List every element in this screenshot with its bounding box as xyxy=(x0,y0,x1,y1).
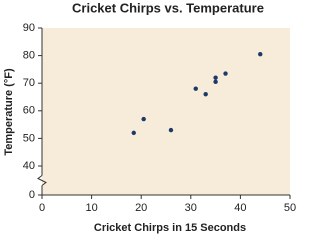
point xyxy=(141,116,146,122)
x-tick-label: 40 xyxy=(234,202,246,214)
chart-title: Cricket Chirps vs. Temperature xyxy=(72,0,264,15)
y-tick-label: 50 xyxy=(23,132,35,144)
x-tick-label: 20 xyxy=(135,202,147,214)
point xyxy=(203,92,208,97)
chart: Cricket Chirps vs. Temperature Cricket C… xyxy=(3,0,296,234)
point xyxy=(213,75,218,80)
point xyxy=(223,71,228,76)
y-tick-label: 70 xyxy=(23,77,35,89)
y-tick-label: 90 xyxy=(23,22,35,34)
x-tick-label: 10 xyxy=(85,202,97,214)
y-tick-label: 60 xyxy=(23,105,35,117)
y-axis-label: Temperature (°F) xyxy=(3,68,15,156)
point xyxy=(193,86,198,91)
x-axis-label: Cricket Chirps in 15 Seconds xyxy=(94,222,246,234)
point xyxy=(131,130,136,136)
x-tick-label: 50 xyxy=(284,202,296,214)
axis-break xyxy=(37,175,47,186)
point xyxy=(168,127,174,133)
x-tick-label: 0 xyxy=(39,202,45,214)
y-tick-label: 0 xyxy=(29,189,35,201)
point xyxy=(258,52,263,57)
y-tick-label: 40 xyxy=(23,160,35,172)
x-tick-label: 30 xyxy=(185,202,197,214)
y-tick-label: 80 xyxy=(23,50,35,62)
point xyxy=(213,79,218,85)
plot-area xyxy=(42,28,290,195)
